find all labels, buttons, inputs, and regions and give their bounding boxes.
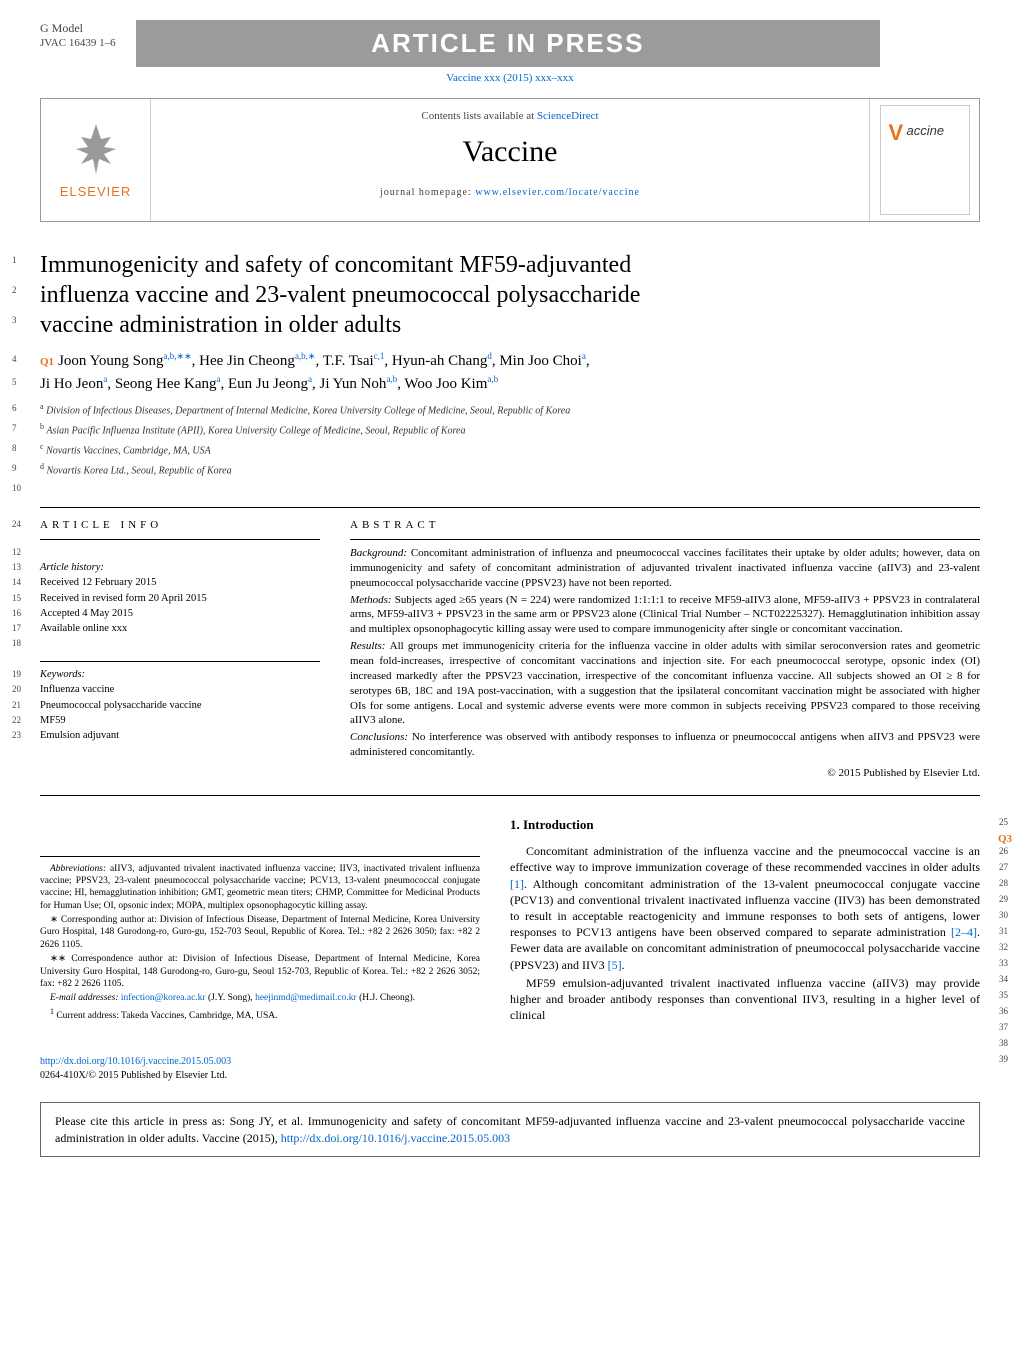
cover-thumbnail-box: V accine (869, 99, 979, 221)
corresponding-2: ∗∗ Correspondence author at: Division of… (40, 953, 480, 990)
sciencedirect-link[interactable]: ScienceDirect (537, 110, 599, 122)
background-label: Background: (350, 547, 411, 559)
keyword: MF59 (40, 715, 66, 726)
body-columns: Abbreviations: aIIV3, adjuvanted trivale… (40, 816, 980, 1026)
top-header: G Model JVAC 16439 1–6 ARTICLE IN PRESS (40, 20, 980, 67)
line-number: 3 (12, 314, 17, 326)
history-label: Article history: (40, 562, 104, 573)
intro-text: 26 27 28 29 30 31 32 33 34 35 36 37 38 3… (510, 843, 980, 1023)
jvac-id: JVAC 16439 1–6 (40, 36, 116, 51)
conclusions-label: Conclusions: (350, 731, 412, 743)
homepage-line: journal homepage: www.elsevier.com/locat… (171, 186, 849, 200)
doi-block: http://dx.doi.org/10.1016/j.vaccine.2015… (40, 1055, 980, 1082)
homepage-link[interactable]: www.elsevier.com/locate/vaccine (475, 187, 640, 198)
online-date: Available online xxx (40, 623, 127, 634)
line-number: 2 (12, 284, 17, 296)
article-history: 12 13Article history: 14Received 12 Febr… (40, 539, 320, 651)
email-link-2[interactable]: heejinmd@medimail.co.kr (255, 993, 357, 1003)
article-title-block: 1 2 3 Immunogenicity and safety of conco… (40, 250, 980, 340)
received-date: Received 12 February 2015 (40, 577, 156, 588)
keyword: Pneumococcal polysaccharide vaccine (40, 700, 202, 711)
email-label: E-mail addresses: (50, 993, 121, 1003)
copyright: © 2015 Published by Elsevier Ltd. (350, 766, 980, 781)
article-title-line3: vaccine administration in older adults (40, 310, 980, 340)
article-in-press-banner: ARTICLE IN PRESS (136, 20, 880, 67)
issn-line: 0264-410X/© 2015 Published by Elsevier L… (40, 1070, 227, 1081)
doi-link[interactable]: http://dx.doi.org/10.1016/j.vaccine.2015… (40, 1056, 231, 1067)
contents-line: Contents lists available at ScienceDirec… (171, 109, 849, 124)
citation-top: Vaccine xxx (2015) xxx–xxx (40, 71, 980, 86)
article-title-line2: influenza vaccine and 23-valent pneumoco… (40, 280, 980, 310)
abstract-head: abstract (350, 518, 980, 533)
gmodel-block: G Model JVAC 16439 1–6 (40, 20, 116, 51)
affiliation-c: 8c Novartis Vaccines, Cambridge, MA, USA (40, 442, 980, 458)
keywords-block: 19Keywords: 20Influenza vaccine 21Pneumo… (40, 661, 320, 743)
info-abstract-row: 24article info 12 13Article history: 14R… (40, 518, 980, 781)
citation-box: Please cite this article in press as: So… (40, 1102, 980, 1156)
elsevier-tree-icon (66, 119, 126, 179)
journal-center: Contents lists available at ScienceDirec… (151, 99, 869, 221)
ref-link[interactable]: [5] (608, 958, 622, 972)
journal-header: ELSEVIER Contents lists available at Sci… (40, 98, 980, 222)
ref-link[interactable]: [2–4] (951, 925, 977, 939)
keywords-label: Keywords: (40, 669, 85, 680)
methods-label: Methods: (350, 594, 395, 606)
cite-doi-link[interactable]: http://dx.doi.org/10.1016/j.vaccine.2015… (281, 1131, 510, 1145)
article-info-head: article info (40, 518, 320, 533)
footnote-1: Current address: Takeda Vaccines, Cambri… (56, 1011, 277, 1021)
affiliation-d: 9d Novartis Korea Ltd., Seoul, Republic … (40, 462, 980, 478)
affiliation-a: 6a Division of Infectious Diseases, Depa… (40, 402, 980, 418)
abstract-text: Background: Concomitant administration o… (350, 539, 980, 781)
right-column: 25Q3 1. Introduction 26 27 28 29 30 31 3… (510, 816, 980, 1026)
revised-date: Received in revised form 20 April 2015 (40, 593, 207, 604)
footnotes: Abbreviations: aIIV3, adjuvanted trivale… (40, 856, 480, 1022)
cover-thumbnail: V accine (880, 105, 970, 215)
keyword: Emulsion adjuvant (40, 730, 119, 741)
cover-v-letter: V (889, 118, 904, 148)
corresponding-1: ∗ Corresponding author at: Division of I… (40, 914, 480, 951)
journal-name: Vaccine (171, 132, 849, 173)
elsevier-logo-box: ELSEVIER (41, 99, 151, 221)
left-column: Abbreviations: aIIV3, adjuvanted trivale… (40, 816, 480, 1026)
line-number: 1 (12, 254, 17, 266)
keyword: Influenza vaccine (40, 684, 114, 695)
article-info-column: 24article info 12 13Article history: 14R… (40, 518, 320, 781)
gmodel-label: G Model (40, 20, 116, 36)
line-number: 4 (12, 353, 17, 365)
q1-marker: Q1 (40, 356, 54, 368)
ref-link[interactable]: [1] (510, 877, 524, 891)
accepted-date: Accepted 4 May 2015 (40, 608, 133, 619)
article-title-line1: Immunogenicity and safety of concomitant… (40, 250, 980, 280)
cover-accine-text: accine (907, 122, 945, 140)
line-number: 5 (12, 376, 17, 388)
results-label: Results: (350, 640, 390, 652)
blank-line: 10 (40, 482, 980, 496)
abstract-column: abstract Background: Concomitant adminis… (350, 518, 980, 781)
authors-line2: 5 Ji Ho Jeona, Seong Hee Kanga, Eun Ju J… (40, 373, 980, 394)
authors-line1: 4 Q1Joon Young Songa,b,∗∗, Hee Jin Cheon… (40, 350, 980, 371)
abbrev-label: Abbreviations: (50, 864, 110, 874)
intro-heading: 1. Introduction (510, 816, 980, 834)
elsevier-text: ELSEVIER (60, 183, 132, 201)
affiliation-b: 7b Asian Pacific Influenza Institute (AP… (40, 422, 980, 438)
email-link-1[interactable]: infection@korea.ac.kr (121, 993, 206, 1003)
